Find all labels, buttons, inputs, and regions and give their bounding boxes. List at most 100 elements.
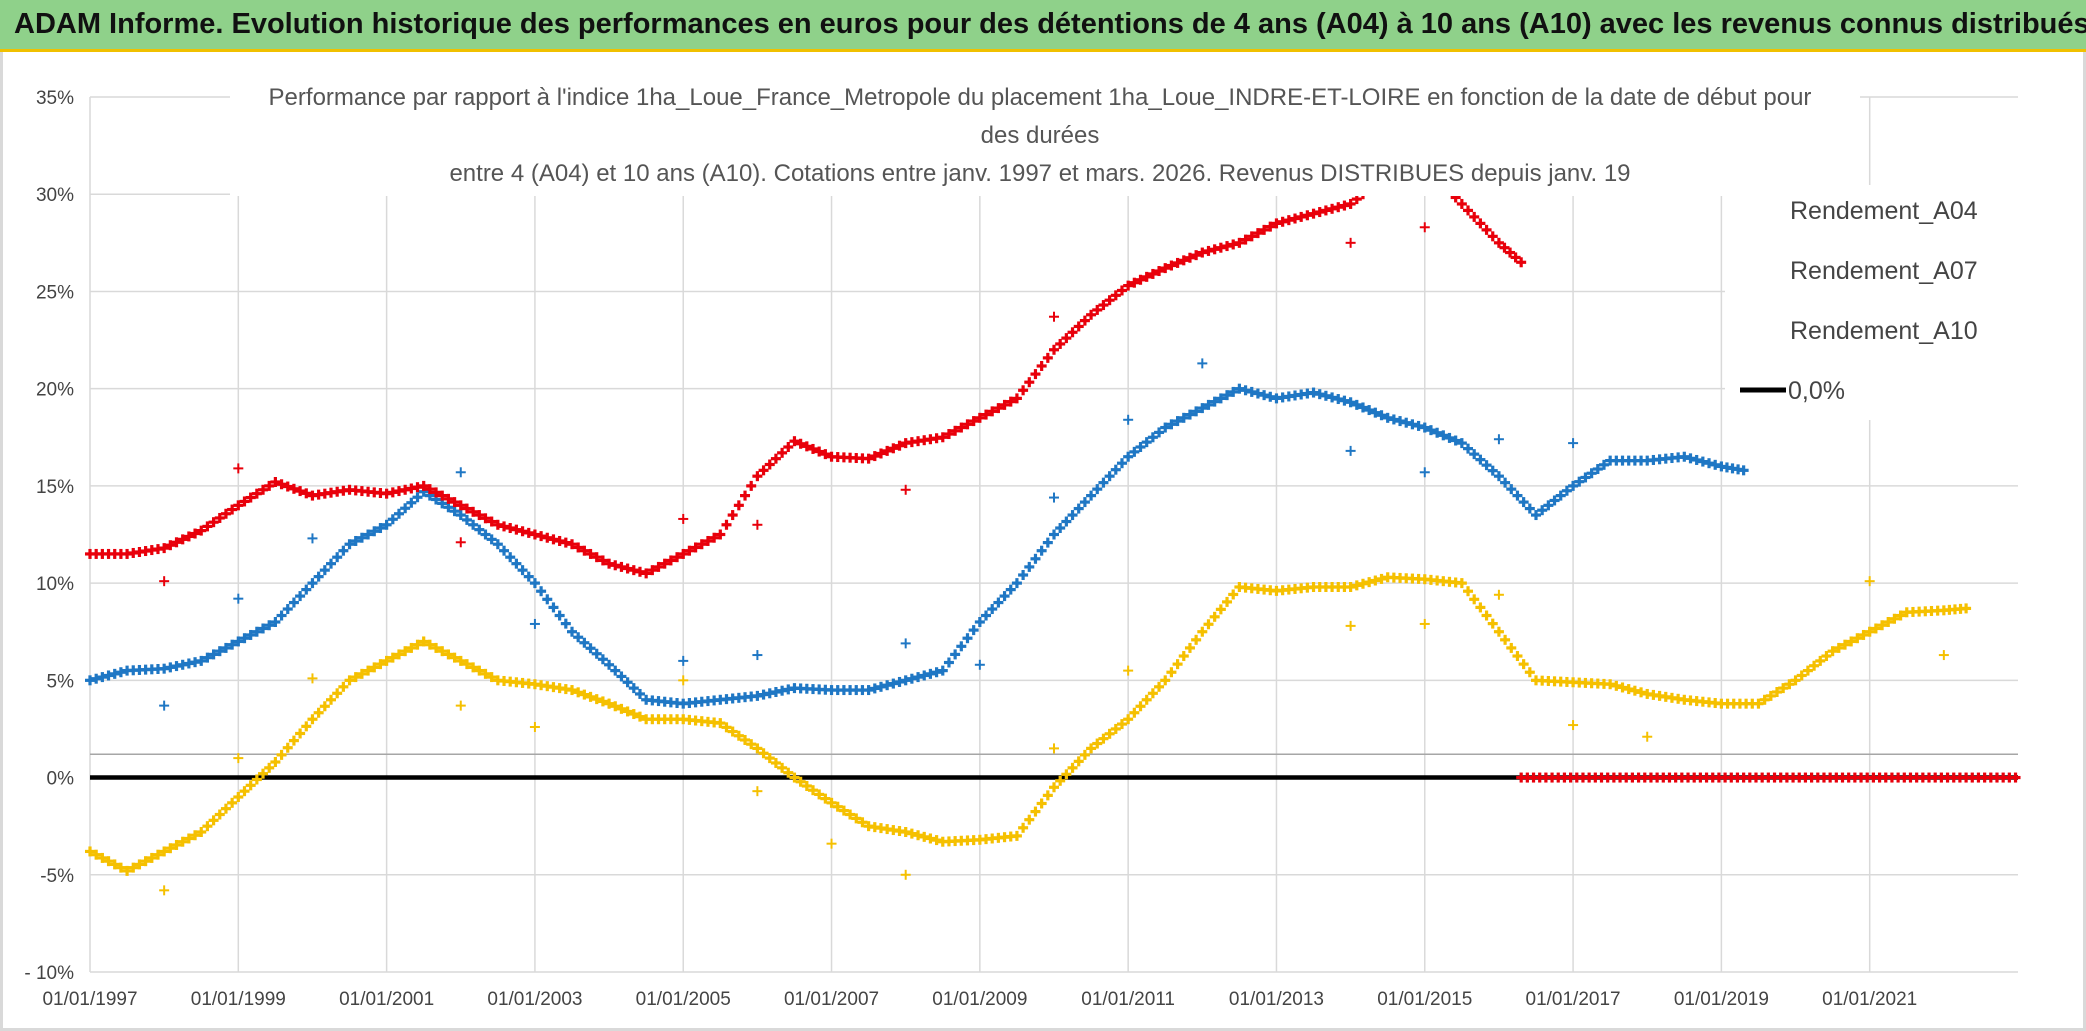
rendement-a04-point [919, 831, 930, 842]
rendement-a07-point [1067, 510, 1078, 521]
rendement-a04-point [1864, 626, 1875, 637]
rendement-a10-point [227, 504, 238, 515]
rendement-a04-point [1518, 659, 1529, 670]
rendement-a10-point [875, 448, 886, 459]
rendement-a04-point [913, 830, 924, 841]
rendement-a07-point [1697, 456, 1708, 467]
rendement-a10-point [678, 548, 689, 559]
rendement-a10-point [1277, 216, 1288, 227]
rendement-a10-outlier-point [1345, 237, 1356, 248]
rendement-a04-point [1067, 762, 1078, 773]
rendement-a07-point [461, 514, 472, 525]
rendement-a04-point [838, 805, 849, 816]
rendement-a04-point [418, 636, 429, 647]
rendement-a07-point [981, 610, 992, 621]
rendement-a07-outlier-point [529, 618, 540, 629]
rendement-a10-point [1191, 250, 1202, 261]
rendement-a10-point [1327, 203, 1338, 214]
rendement-a07-point [925, 668, 936, 679]
rendement-a04-outlier-point [307, 673, 318, 684]
rendement-a04-point [1605, 679, 1616, 690]
rendement-a07-point [375, 523, 386, 534]
rendement-a10-point [597, 555, 608, 566]
rendement-a04-point [1759, 694, 1770, 705]
rendement-a10-point [869, 451, 880, 462]
rendement-a04-point [1364, 577, 1375, 588]
rendement-a07-point [1518, 497, 1529, 508]
rendement-a04-point [406, 642, 417, 653]
rendement-a04-point [350, 672, 361, 683]
rendement-a10-point [542, 532, 553, 543]
rendement-a04-point [820, 793, 831, 804]
rendement-a10-point [968, 416, 979, 427]
rendement-a04-point [264, 762, 275, 773]
rendement-a10-point [1240, 234, 1251, 245]
rendement-a10-point [770, 453, 781, 464]
rendement-a04-point [1629, 685, 1640, 696]
rendement-a07-point [1259, 390, 1270, 401]
rendement-a07-outlier-point [233, 593, 244, 604]
rendement-a04-point [356, 668, 367, 679]
rendement-a10-point [937, 432, 948, 443]
rendement-a04-point [1889, 613, 1900, 624]
rendement-a04-point [109, 859, 120, 870]
rendement-a07-point [1129, 446, 1140, 457]
rendement-a10-point [1011, 393, 1022, 404]
rendement-a04-point [1376, 573, 1387, 584]
rendement-a10-point [740, 490, 751, 501]
rendement-a04-point [474, 665, 485, 676]
rendement-a07-point [1407, 419, 1418, 430]
rendement-a04-point [128, 862, 139, 873]
rendement-a10-point [1215, 242, 1226, 253]
rendement-a10-point [1141, 271, 1152, 282]
rendement-a10-point [183, 531, 194, 542]
rendement-a04-point [1765, 690, 1776, 701]
rendement-a07-outlier-point [900, 638, 911, 649]
rendement-a04-point [1209, 611, 1220, 622]
rendement-a04-point [326, 694, 336, 705]
rendement-a10-point [1302, 210, 1313, 221]
rendement-a10-point [560, 537, 571, 548]
rendement-a04-point [727, 726, 738, 737]
rendement-a07-point [1357, 402, 1368, 413]
rendement-a04-point [1351, 580, 1362, 591]
rendement-a10-point [585, 548, 596, 559]
rendement-a07-point [1042, 537, 1053, 548]
rendement-a10-point [1259, 224, 1270, 235]
rendement-a04-point [332, 688, 343, 699]
rendement-a07-point [1228, 386, 1239, 397]
rendement-a10-point [264, 480, 275, 491]
rendement-a04-point [461, 659, 472, 670]
rendement-a10-point [1086, 309, 1097, 320]
rendement-a04-point [1141, 694, 1152, 705]
rendement-a10-point [950, 425, 961, 436]
rendement-a07-point [1493, 471, 1504, 482]
rendement-a04-outlier-point [604, 698, 615, 709]
rendement-a04-point [740, 734, 751, 745]
rendement-a04-point [319, 701, 330, 712]
rendement-a10-point [239, 496, 250, 507]
rendement-a04-point [91, 849, 102, 860]
rendement-a04-point [424, 639, 435, 650]
chart-title-line-1: Performance par rapport à l'indice 1ha_L… [269, 84, 1812, 111]
rendement-a04-point [795, 776, 806, 787]
rendement-a07-point [585, 643, 596, 654]
rendement-a07-point [227, 639, 238, 650]
rendement-a04-point [1475, 602, 1486, 613]
rendement-a04-point [857, 817, 868, 828]
rendement-a04-point [573, 687, 584, 698]
rendement-a10-point [894, 440, 905, 451]
rendement-a10-point [177, 534, 188, 545]
rendement-a04-point [171, 839, 182, 850]
rendement-a07-point [233, 636, 244, 647]
rendement-a10-point [1252, 228, 1263, 239]
x-tick-label: 01/01/2007 [784, 989, 879, 1010]
rendement-a07-point [1141, 437, 1152, 448]
rendement-a10-point [1456, 198, 1467, 209]
rendement-a10-point [1042, 352, 1053, 363]
rendement-a07-point [1036, 545, 1047, 556]
y-tick-label: 25% [36, 282, 74, 303]
rendement-a04-point [1778, 683, 1789, 694]
rendement-a04-point [1018, 822, 1029, 833]
